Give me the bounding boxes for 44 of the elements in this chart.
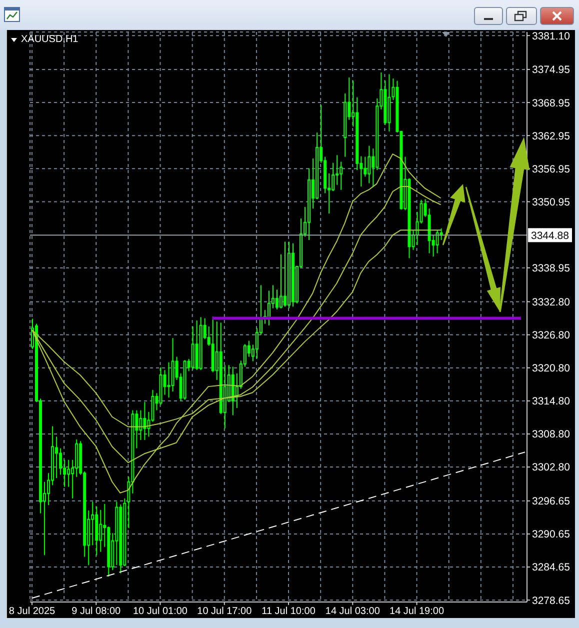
x-tick-label: 11 Jul 10:00 [262,606,316,617]
x-tick-label: 10 Jul 17:00 [197,606,252,617]
y-tick-label: 3278.65 [532,594,570,607]
x-tick-label: 9 Jul 08:00 [72,606,122,617]
candlestick [67,459,70,488]
candlestick [167,362,170,398]
candlestick [191,326,194,370]
y-tick-label: 3374.95 [532,64,570,76]
y-tick-label: 3326.80 [532,329,570,342]
candlestick [55,436,58,479]
candlestick [143,401,146,441]
candlestick [284,241,287,308]
candlestick [332,162,335,192]
y-tick-label: 3332.80 [532,296,570,308]
y-tick-label: 3308.80 [532,428,570,441]
y-tick-label: 3350.95 [532,196,570,208]
chart-title: XAUUSD,H1 [21,34,78,46]
y-tick-label: 3284.65 [532,562,570,574]
y-tick-label: 3302.80 [532,462,570,474]
candlestick [267,290,270,326]
y-tick-label: 3356.95 [532,163,570,176]
y-tick-label: 3362.95 [532,130,570,142]
x-tick-label: 8 Jul 2025 [8,606,56,617]
candlestick [436,230,439,254]
y-tick-label: 3320.80 [532,362,570,375]
candlestick [139,410,142,441]
candlestick [340,161,343,190]
candlestick [364,156,367,178]
y-tick-label: 3338.95 [532,262,570,275]
y-tick-label: 3368.95 [532,97,570,110]
y-tick-label: 3381.10 [532,30,570,42]
x-tick-label: 14 Jul 19:00 [390,606,444,617]
x-tick-label: 10 Jul 01:00 [133,606,188,617]
y-tick-label: 3296.65 [532,496,570,508]
x-tick-label: 14 Jul 03:00 [325,606,380,617]
candlestick [275,289,278,310]
candlestick [59,448,62,476]
candlestick [91,501,94,546]
y-tick-label: 3290.65 [532,528,570,541]
y-tick-label: 3314.80 [532,396,570,408]
candlestick [99,509,102,552]
candlestick [280,254,282,309]
ref-line-label: 3344.88 [531,230,570,242]
candlestick [368,145,371,184]
